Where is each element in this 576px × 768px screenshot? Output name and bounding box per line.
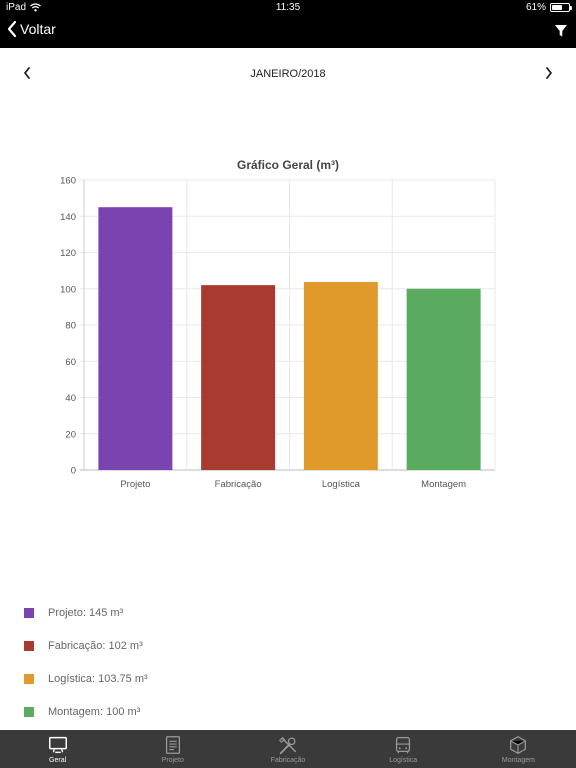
- tab-label: Fabricação: [270, 757, 306, 764]
- filter-button[interactable]: [554, 24, 568, 43]
- previous-month-button[interactable]: [22, 66, 32, 85]
- bar-montagem: [406, 288, 481, 470]
- wifi-icon: [30, 3, 41, 12]
- y-tick-label: 120: [60, 248, 76, 259]
- chevron-left-icon: [7, 20, 17, 38]
- tab-label: Projeto: [161, 757, 184, 764]
- legend-item: Logística: 103.75 m³: [24, 672, 148, 686]
- bus-icon: [396, 737, 411, 754]
- back-label: Voltar: [20, 21, 56, 37]
- x-tick-label: Logística: [322, 479, 361, 490]
- period-selector: JANEIRO/2018: [0, 62, 576, 88]
- legend-swatch: [24, 674, 34, 684]
- filter-icon: [555, 25, 567, 37]
- bar-logística: [303, 281, 378, 470]
- tab-label: Montagem: [501, 757, 535, 764]
- tab-bar: Geral Projeto Fabricação Logística Montagem: [0, 730, 576, 768]
- battery-icon: [550, 3, 572, 12]
- chart-title: Gráfico Geral (m³): [236, 158, 340, 172]
- legend-label: Fabricação: 102 m³: [48, 640, 143, 652]
- legend-label: Logística: 103.75 m³: [48, 673, 148, 685]
- y-tick-label: 100: [60, 284, 76, 295]
- tab-label: Geral: [49, 757, 67, 764]
- tab-geral[interactable]: Geral: [0, 730, 115, 768]
- legend-item: Montagem: 100 m³: [24, 705, 140, 719]
- y-tick-label: 140: [60, 212, 76, 223]
- legend-swatch: [24, 641, 34, 651]
- y-tick-label: 0: [71, 466, 76, 477]
- y-tick-label: 60: [65, 357, 76, 368]
- next-month-button[interactable]: [544, 66, 554, 85]
- legend-item: Fabricação: 102 m³: [24, 639, 143, 653]
- bar-fabricação: [201, 285, 276, 470]
- legend-item: Projeto: 145 m³: [24, 606, 123, 620]
- tab-label: Logística: [389, 757, 418, 764]
- back-button[interactable]: Voltar: [6, 20, 56, 38]
- tab-montagem[interactable]: Montagem: [461, 730, 576, 768]
- battery-percent: 61%: [525, 2, 546, 13]
- y-tick-label: 20: [65, 429, 76, 440]
- cube-icon: [510, 736, 527, 754]
- device-name: iPad: [6, 2, 27, 13]
- monitor-icon: [48, 736, 67, 754]
- period-label: JANEIRO/2018: [250, 68, 326, 80]
- x-tick-label: Fabricação: [215, 479, 262, 490]
- tab-logística[interactable]: Logística: [346, 730, 461, 768]
- chevron-right-icon: [546, 67, 552, 79]
- tab-projeto[interactable]: Projeto: [115, 730, 230, 768]
- bar-chart: 0 20 40 60 80 100 120 140 160 Projeto Fabricação Lo…: [60, 176, 496, 490]
- chevron-left-icon: [24, 67, 30, 79]
- nav-bar: Voltar: [0, 16, 576, 48]
- y-tick-label: 40: [65, 393, 76, 404]
- legend-label: Projeto: 145 m³: [48, 607, 124, 619]
- x-tick-label: Projeto: [120, 479, 150, 490]
- status-bar: iPad 11:35 61%: [0, 0, 576, 16]
- document-icon: [165, 736, 180, 754]
- bar-projeto: [98, 207, 173, 470]
- x-tick-label: Montagem: [421, 479, 466, 490]
- legend-swatch: [24, 707, 34, 717]
- y-tick-label: 80: [65, 321, 76, 332]
- tab-fabricação[interactable]: Fabricação: [230, 730, 345, 768]
- status-right: 61%: [525, 2, 572, 13]
- battery-fill: [552, 5, 562, 10]
- tools-icon: [278, 736, 297, 755]
- status-left: iPad: [6, 2, 41, 13]
- y-tick-label: 160: [60, 176, 76, 187]
- legend-swatch: [24, 608, 34, 618]
- legend-label: Montagem: 100 m³: [48, 706, 141, 718]
- status-time: 11:35: [275, 2, 301, 13]
